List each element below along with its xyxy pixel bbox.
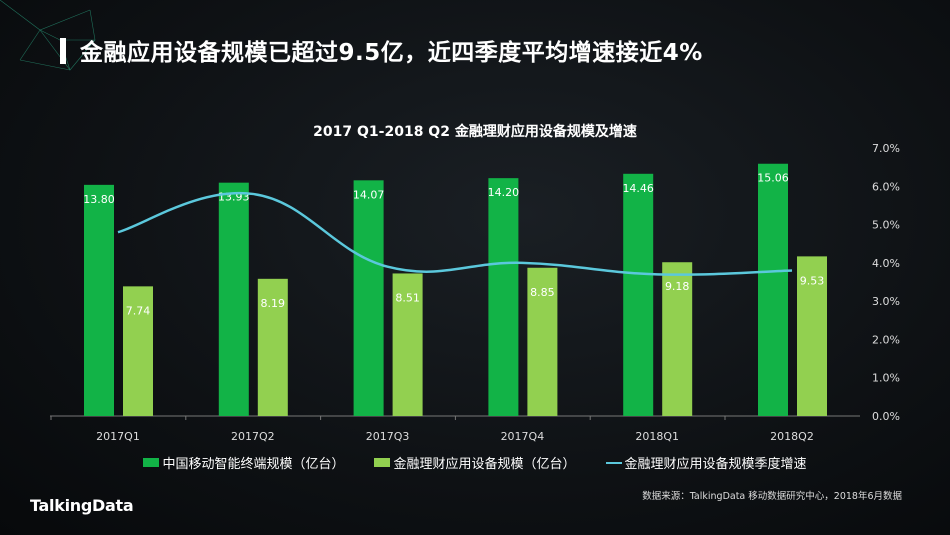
legend-item-growth: 金融理财应用设备规模季度增速 bbox=[605, 453, 807, 472]
terminal-bar bbox=[353, 180, 384, 416]
finance-bar bbox=[257, 278, 288, 416]
talkingdata-logo: TalkingData bbox=[30, 496, 134, 515]
terminal-bar bbox=[758, 163, 788, 416]
terminal-bar bbox=[488, 178, 519, 416]
terminal-bar bbox=[623, 173, 654, 416]
legend-label: 金融理财应用设备规模（亿台） bbox=[393, 457, 576, 472]
y-tick-label: 7.0% bbox=[872, 142, 900, 155]
legend-label: 金融理财应用设备规模季度增速 bbox=[624, 457, 807, 472]
x-tick-label: 2017Q1 bbox=[96, 430, 140, 443]
legend-swatch bbox=[374, 458, 391, 467]
y-tick-label: 3.0% bbox=[872, 295, 900, 308]
y-tick-label: 6.0% bbox=[872, 180, 900, 193]
y-tick-label: 4.0% bbox=[872, 257, 900, 270]
legend: 中国移动智能终端规模（亿台） 金融理财应用设备规模（亿台） 金融理财应用设备规模… bbox=[0, 453, 950, 472]
chart-title: 2017 Q1-2018 Q2 金融理财应用设备规模及增速 bbox=[313, 124, 637, 140]
bar-value-label: 9.18 bbox=[665, 280, 690, 293]
bar-value-label: 9.53 bbox=[800, 274, 825, 287]
bar-value-label: 8.19 bbox=[261, 297, 286, 310]
bar-value-label: 7.74 bbox=[126, 304, 151, 317]
network-decoration bbox=[0, 0, 96, 71]
finance-bar bbox=[797, 256, 827, 416]
x-tick-label: 2018Q2 bbox=[770, 430, 814, 443]
data-source: 数据来源：TalkingData 移动数据研究中心，2018年6月数据 bbox=[642, 491, 902, 502]
finance-bar bbox=[527, 267, 558, 416]
y-tick-label: 1.0% bbox=[872, 372, 900, 385]
legend-item-terminal: 中国移动智能终端规模（亿台） bbox=[143, 453, 344, 472]
bar-value-label: 14.46 bbox=[622, 182, 654, 195]
legend-swatch bbox=[605, 461, 622, 464]
bar-value-label: 14.07 bbox=[353, 188, 385, 201]
legend-label: 中国移动智能终端规模（亿台） bbox=[162, 457, 345, 472]
y-tick-label: 5.0% bbox=[872, 219, 900, 232]
page-title: 金融应用设备规模已超过9.5亿，近四季度平均增速接近4% bbox=[80, 40, 703, 66]
bar-value-label: 8.85 bbox=[530, 286, 555, 299]
x-tick-label: 2017Q4 bbox=[501, 430, 545, 443]
title-accent-bar bbox=[60, 38, 66, 64]
x-tick-label: 2017Q3 bbox=[366, 430, 410, 443]
y-tick-label: 2.0% bbox=[872, 333, 900, 346]
legend-swatch bbox=[143, 458, 160, 467]
bar-value-label: 8.51 bbox=[395, 291, 420, 304]
bar-value-label: 15.06 bbox=[757, 172, 789, 185]
terminal-bar bbox=[218, 182, 249, 416]
bar-value-label: 14.20 bbox=[488, 186, 520, 199]
terminal-bar bbox=[84, 184, 114, 416]
legend-item-finance: 金融理财应用设备规模（亿台） bbox=[374, 453, 576, 472]
growth-line bbox=[117, 191, 793, 276]
bar-value-label: 13.80 bbox=[83, 193, 115, 206]
finance-bar bbox=[123, 286, 153, 416]
finance-bar bbox=[662, 262, 693, 416]
x-tick-label: 2017Q2 bbox=[231, 430, 275, 443]
y-tick-label: 0.0% bbox=[872, 410, 900, 423]
x-tick-label: 2018Q1 bbox=[635, 430, 679, 443]
combo-chart: 0.0% 1.0% 2.0% 3.0% 4.0% 5.0% 6.0% 7.0% 2017Q1 13… bbox=[50, 142, 900, 443]
finance-bar bbox=[392, 273, 423, 416]
